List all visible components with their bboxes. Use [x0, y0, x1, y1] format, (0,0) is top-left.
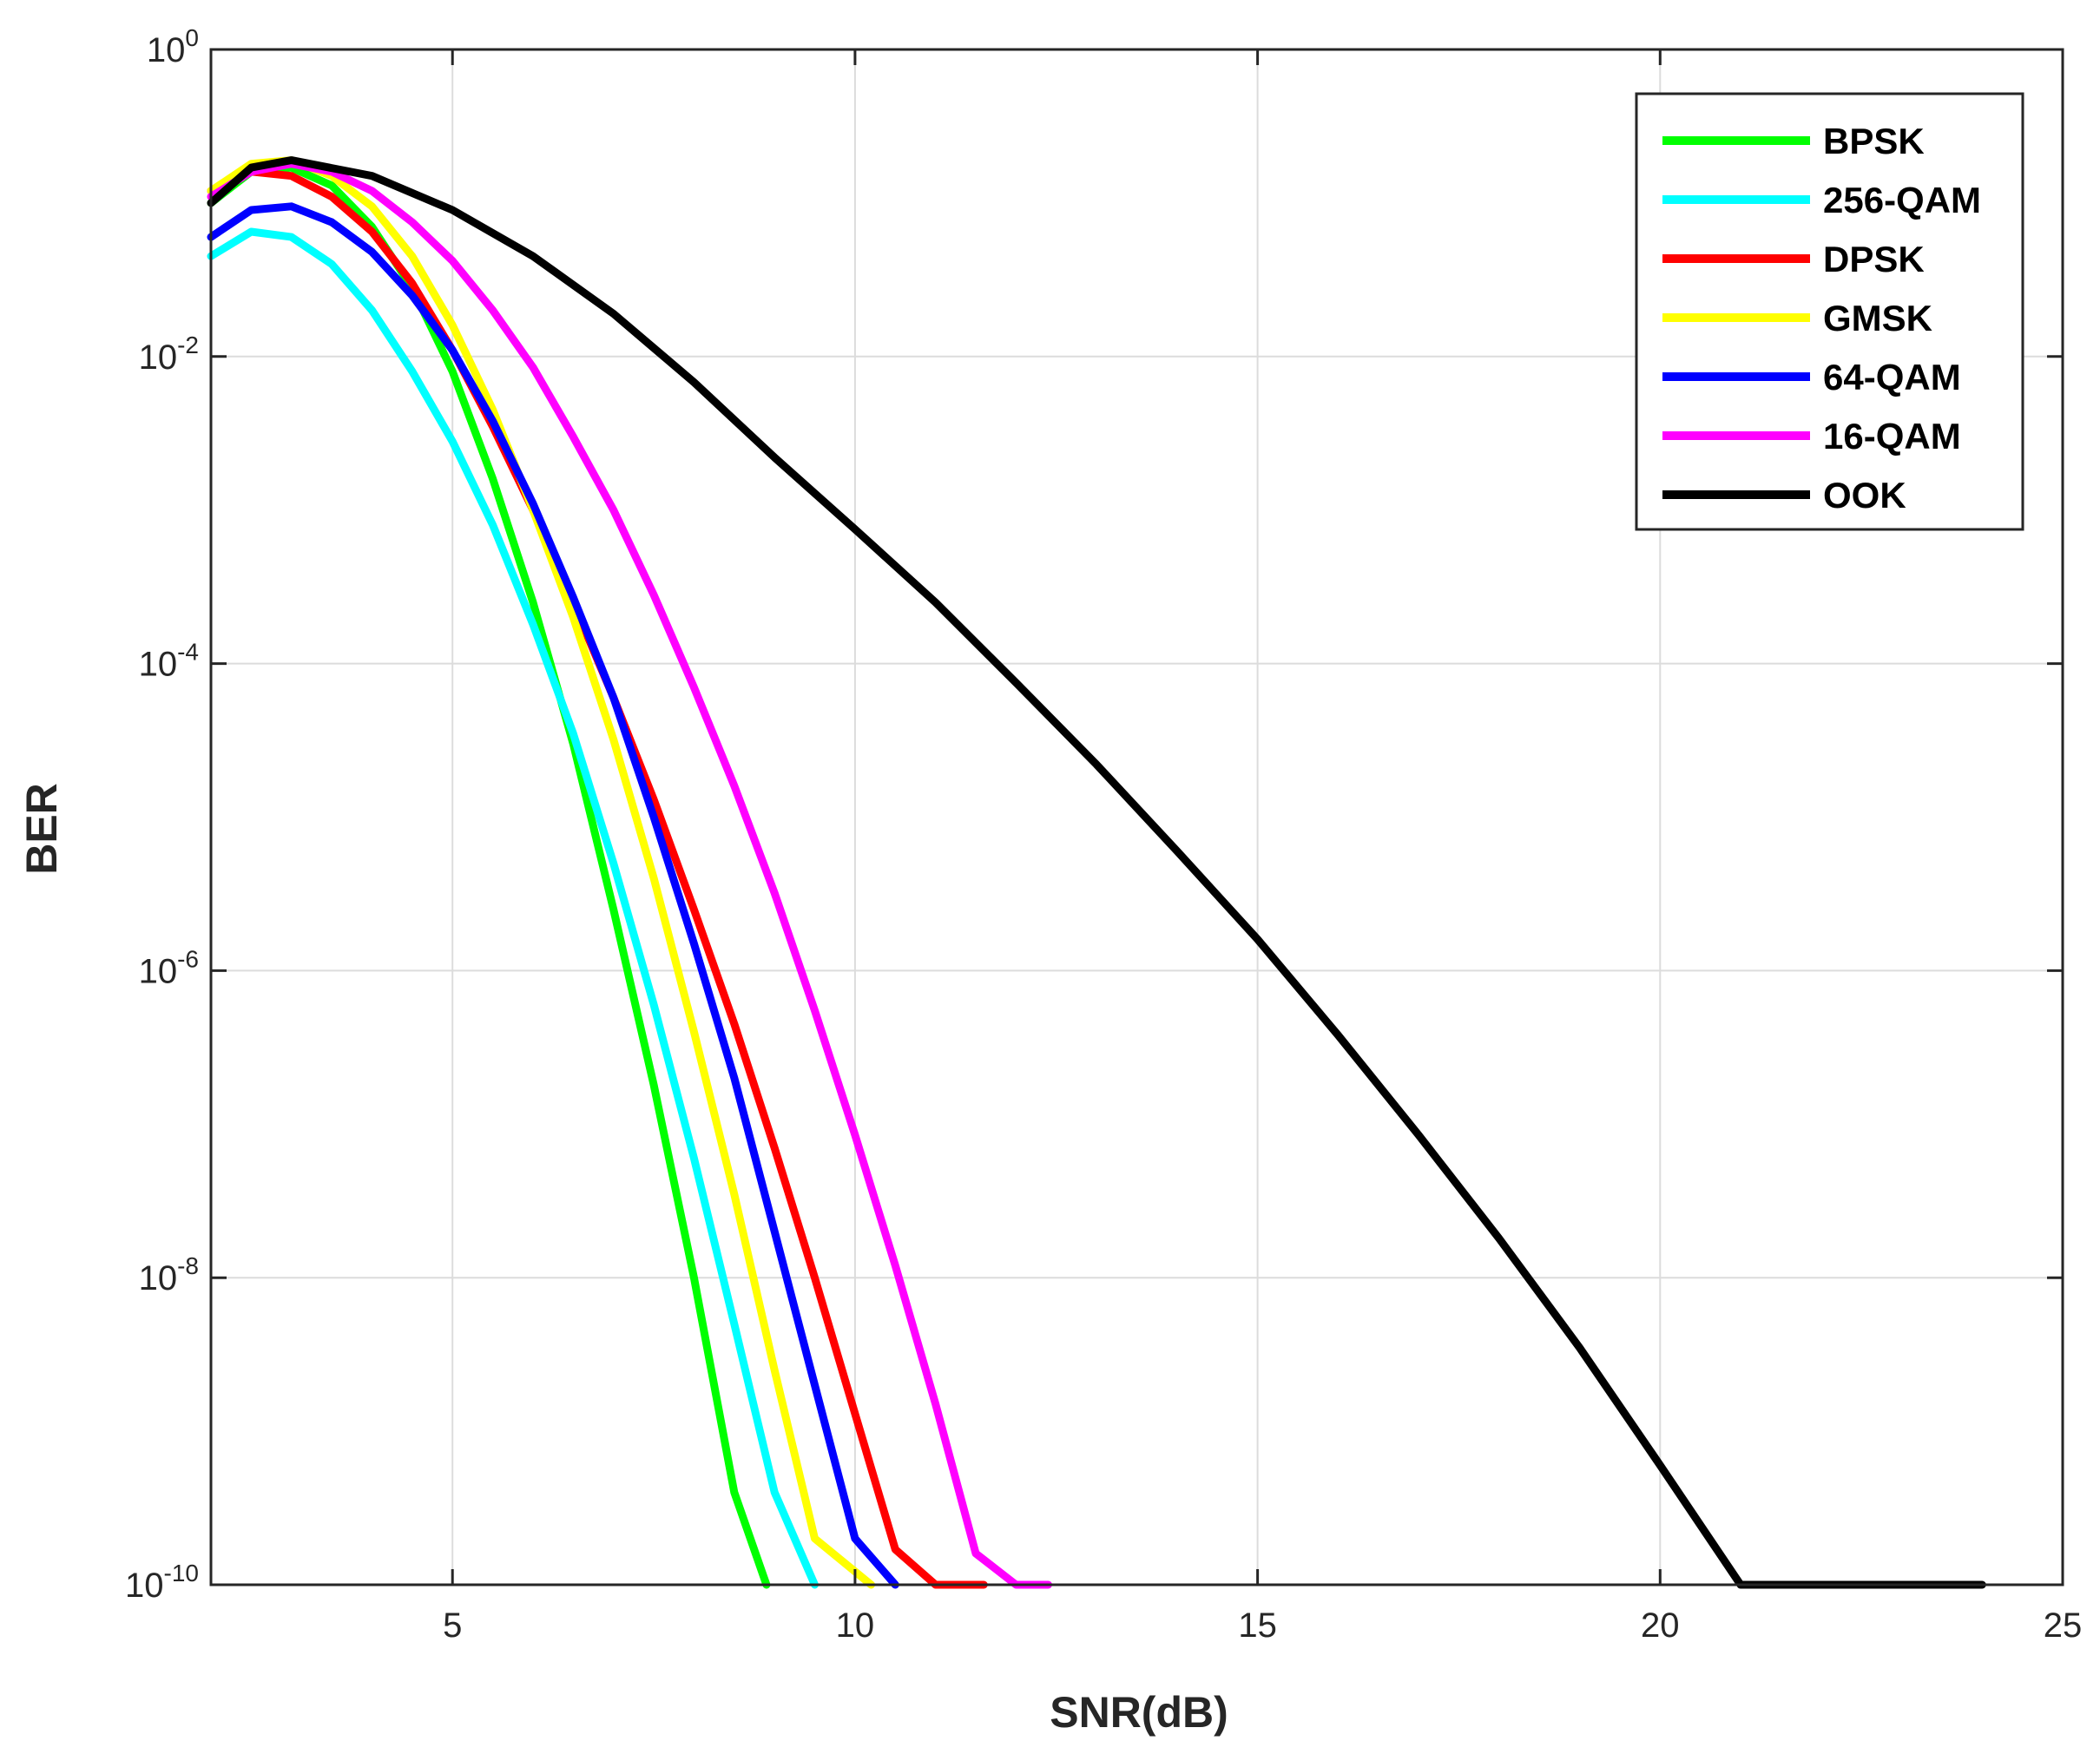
legend-label-ook: OOK	[1823, 475, 1906, 516]
legend-label-16-qam: 16-QAM	[1823, 416, 1961, 457]
y-axis-title: BER	[17, 783, 66, 875]
x-tick-label: 10	[836, 1606, 875, 1645]
x-axis-title: SNR(dB)	[1050, 1688, 1228, 1737]
series-line-16-qam	[207, 160, 1052, 1589]
y-tick-label: 10-2	[139, 332, 199, 377]
axis-ticks: 5 10 15 20 25 100 10-2 10-4 10-6 10-8 10-10	[125, 24, 2082, 1645]
y-tick-label: 10-10	[125, 1560, 199, 1605]
legend: BPSK 256-QAM DPSK GMSK 64-QAM 16-QAM OOK	[1635, 92, 2024, 531]
y-tick-label: 100	[147, 24, 199, 69]
series-line-64-qam	[207, 202, 899, 1589]
x-tick-label: 25	[2044, 1606, 2083, 1645]
legend-box	[1635, 92, 2024, 531]
y-tick-label: 10-6	[139, 945, 199, 990]
x-tick-label: 5	[443, 1606, 462, 1645]
series-line-256-qam	[207, 227, 819, 1589]
legend-label-gmsk: GMSK	[1823, 298, 1932, 338]
series-line-bpsk	[207, 163, 771, 1589]
legend-label-64-qam: 64-QAM	[1823, 357, 1961, 397]
y-tick-label: 10-8	[139, 1252, 199, 1297]
legend-label-bpsk: BPSK	[1823, 121, 1925, 161]
y-tick-label: 10-4	[139, 639, 199, 684]
x-tick-label: 20	[1641, 1606, 1680, 1645]
plot-area-frame	[209, 48, 2064, 1586]
x-tick-label: 15	[1238, 1606, 1277, 1645]
legend-label-dpsk: DPSK	[1823, 239, 1925, 279]
series-line-ook	[207, 156, 1986, 1589]
series-lines	[207, 156, 1986, 1589]
legend-label-256-qam: 256-QAM	[1823, 180, 1981, 220]
